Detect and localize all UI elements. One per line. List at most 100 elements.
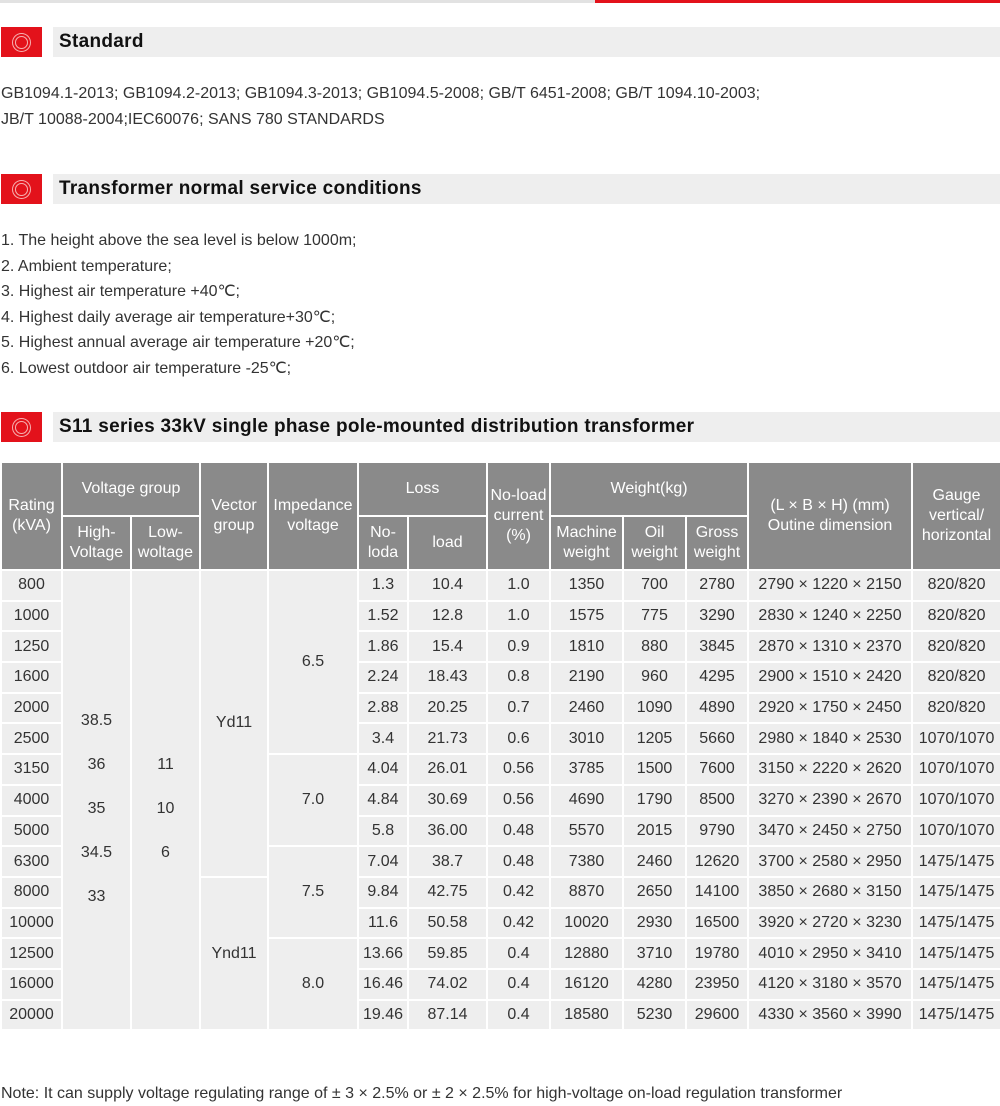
high-voltage-value: 34.5 [80, 844, 113, 861]
table-row: 2500 3.4 21.73 0.6 3010 1205 5660 2980 × 1840 ×… [0, 722, 1000, 756]
cell-rating: 1250 [0, 630, 63, 664]
target-icon [1, 27, 42, 57]
cell-rating: 16000 [0, 967, 63, 1001]
cell-gross-weight: 5660 [685, 722, 750, 756]
cell-rating: 5000 [0, 814, 63, 848]
cell-load-loss: 21.73 [406, 722, 489, 756]
cell-noload-current: 0.8 [486, 661, 552, 694]
cell-noload-current: 1.0 [486, 569, 552, 602]
header-vector-group: Vector group [199, 461, 269, 571]
condition-item: 4. Highest daily average air temperature… [1, 308, 336, 326]
cell-gross-weight: 23950 [685, 967, 750, 1001]
cell-dimension: 2900 × 1510 × 2420 [747, 661, 914, 694]
section-header-conditions: Transformer normal service conditions [0, 174, 1000, 204]
cell-gross-weight: 19780 [685, 937, 750, 970]
cell-oil-weight: 4280 [622, 967, 688, 1001]
cell-gauge: 820/820 [911, 630, 1000, 664]
cell-machine-weight: 10020 [549, 906, 625, 940]
cell-rating: 3150 [0, 753, 63, 786]
table-row: 16000 16.46 74.02 0.4 16120 4280 23950 4120 × 3… [0, 967, 1000, 1001]
cell-oil-weight: 1790 [622, 783, 688, 817]
cell-impedance: 8.0 [267, 937, 359, 1032]
cell-gross-weight: 8500 [685, 783, 750, 817]
cell-gross-weight: 2780 [685, 569, 750, 602]
cell-noload-loss: 13.66 [357, 937, 409, 970]
cell-noload-current: 0.4 [486, 967, 552, 1001]
table-row: 12500 8.0 13.66 59.85 0.4 12880 3710 19780 4010 … [0, 937, 1000, 1032]
cell-rating: 2000 [0, 691, 63, 725]
cell-oil-weight: 2015 [622, 814, 688, 848]
cell-gauge: 1475/1475 [911, 998, 1000, 1032]
header-gauge: Gauge vertical/ horizontal [911, 461, 1000, 571]
cell-dimension: 2980 × 1840 × 2530 [747, 722, 914, 756]
cell-noload-loss: 5.8 [357, 814, 409, 848]
header-loss: Loss [356, 461, 489, 517]
cell-dimension: 2790 × 1220 × 2150 [747, 569, 914, 602]
header-low-voltage: Low-woltage [130, 515, 201, 571]
cell-load-loss: 59.85 [406, 937, 489, 970]
cell-machine-weight: 7380 [549, 845, 625, 878]
cell-noload-current: 0.7 [486, 691, 552, 725]
table-row: 8000 Ynd11 9.84 42.75 0.42 8870 2650 14100 3850 … [0, 875, 1000, 1032]
condition-item: 6. Lowest outdoor air temperature -25℃; [1, 359, 292, 377]
cell-gross-weight: 3845 [685, 630, 750, 664]
cell-machine-weight: 12880 [549, 937, 625, 970]
cell-machine-weight: 2460 [549, 691, 625, 725]
cell-noload-loss: 2.24 [357, 661, 409, 694]
cell-noload-current: 0.4 [486, 937, 552, 970]
cell-noload-loss: 1.3 [357, 569, 409, 602]
cell-noload-current: 0.4 [486, 998, 552, 1032]
low-voltage-value: 10 [156, 800, 175, 817]
cell-oil-weight: 3710 [622, 937, 688, 970]
cell-load-loss: 87.14 [406, 998, 489, 1032]
cell-noload-loss: 16.46 [357, 967, 409, 1001]
cell-dimension: 2920 × 1750 × 2450 [747, 691, 914, 725]
condition-item: 3. Highest air temperature +40℃; [1, 283, 240, 300]
cell-load-loss: 74.02 [406, 967, 489, 1001]
cell-noload-loss: 4.04 [357, 753, 409, 786]
section-title: Transformer normal service conditions [59, 178, 422, 199]
cell-rating: 1000 [0, 599, 63, 633]
cell-dimension: 3920 × 2720 × 3230 [747, 906, 914, 940]
table-row: 1000 1.52 12.8 1.0 1575 775 3290 2830 × 1240 × … [0, 599, 1000, 633]
cell-load-loss: 30.69 [406, 783, 489, 817]
section-header-table: S11 series 33kV single phase pole-mounte… [0, 412, 1000, 442]
table-body: 800 38.5 36 35 34.5 33 11 10 6 Yd11 6.5 1.3 10.4 1.0 1… [0, 568, 1000, 1032]
cell-dimension: 3700 × 2580 × 2950 [747, 845, 914, 878]
table-row: 1600 2.24 18.43 0.8 2190 960 4295 2900 × 1510 ×… [0, 661, 1000, 694]
cell-gross-weight: 7600 [685, 753, 750, 786]
cell-gauge: 1475/1475 [911, 967, 1000, 1001]
cell-load-loss: 18.43 [406, 661, 489, 694]
cell-vector-group: Yd11 [199, 569, 269, 878]
cell-dimension: 3470 × 2450 × 2750 [747, 814, 914, 848]
high-voltage-value: 33 [87, 888, 106, 905]
cell-gross-weight: 3290 [685, 599, 750, 633]
cell-load-loss: 12.8 [406, 599, 489, 633]
cell-machine-weight: 3785 [549, 753, 625, 786]
table-row: 5000 5.8 36.00 0.48 5570 2015 9790 3470 × 2450 … [0, 814, 1000, 848]
high-voltage-value: 38.5 [80, 712, 113, 729]
high-voltage-value: 35 [87, 800, 106, 817]
cell-rating: 20000 [0, 998, 63, 1032]
cell-machine-weight: 3010 [549, 722, 625, 756]
header-machine-weight: Machine weight [549, 515, 625, 571]
cell-gross-weight: 29600 [685, 998, 750, 1032]
cell-load-loss: 15.4 [406, 630, 489, 664]
header-dimension: (L × B × H) (mm) Outine dimension [747, 461, 914, 571]
cell-noload-current: 0.48 [486, 845, 552, 878]
cell-gross-weight: 4295 [685, 661, 750, 694]
cell-dimension: 2830 × 1240 × 2250 [747, 599, 914, 633]
cell-gauge: 1475/1475 [911, 875, 1000, 909]
cell-noload-loss: 3.4 [357, 722, 409, 756]
section-title: Standard [59, 31, 144, 52]
section-title: S11 series 33kV single phase pole-mounte… [59, 416, 695, 437]
cell-noload-loss: 7.04 [357, 845, 409, 878]
standards-line: JB/T 10088-2004;IEC60076; SANS 780 STAND… [1, 110, 385, 128]
cell-load-loss: 20.25 [406, 691, 489, 725]
cell-load-loss: 36.00 [406, 814, 489, 848]
cell-load-loss: 42.75 [406, 875, 489, 909]
header-load-loss: load [406, 515, 489, 571]
cell-machine-weight: 5570 [549, 814, 625, 848]
cell-gross-weight: 4890 [685, 691, 750, 725]
cell-machine-weight: 2190 [549, 661, 625, 694]
